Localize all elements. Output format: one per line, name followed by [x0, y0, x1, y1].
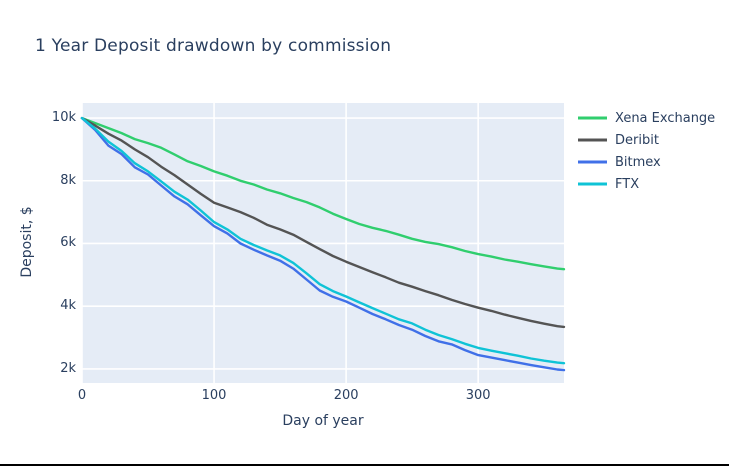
- x-tick-label: 200: [333, 388, 359, 403]
- bottom-border: [0, 464, 729, 466]
- chart-title: 1 Year Deposit drawdown by commission: [35, 36, 392, 56]
- y-tick-label: 4k: [60, 298, 76, 314]
- x-tick-label: 0: [77, 388, 87, 403]
- x-tick-label: 300: [465, 388, 491, 403]
- ftx-line-swatch: [578, 182, 607, 186]
- y-axis-title: Deposit, $: [19, 206, 35, 278]
- legend-item-deribit[interactable]: Deribit: [578, 129, 715, 151]
- legend-item-xena-exchange[interactable]: Xena Exchange: [578, 107, 715, 129]
- series-line-bitmex[interactable]: [80, 116, 566, 372]
- bitmex-line-swatch: [578, 160, 607, 164]
- series-line-xena-exchange[interactable]: [80, 116, 566, 271]
- legend-label: FTX: [615, 176, 640, 192]
- y-tick-label: 10k: [51, 110, 76, 126]
- legend-item-ftx[interactable]: FTX: [578, 173, 715, 195]
- series-line-deribit[interactable]: [80, 116, 566, 329]
- y-tick-label: 8k: [60, 172, 76, 188]
- legend-item-bitmex[interactable]: Bitmex: [578, 151, 715, 173]
- series-line-ftx[interactable]: [80, 116, 566, 365]
- x-axis-title: Day of year: [282, 413, 364, 429]
- y-tick-label: 6k: [60, 235, 76, 251]
- y-tick-label: 2k: [60, 360, 76, 376]
- legend-label: Bitmex: [615, 154, 661, 170]
- legend: Xena Exchange Deribit Bitmex FTX: [578, 107, 715, 195]
- deribit-line-swatch: [578, 138, 607, 142]
- x-tick-label: 100: [201, 388, 227, 403]
- legend-label: Xena Exchange: [615, 110, 716, 126]
- xena-exchange-line-swatch: [578, 116, 607, 120]
- legend-label: Deribit: [615, 132, 659, 148]
